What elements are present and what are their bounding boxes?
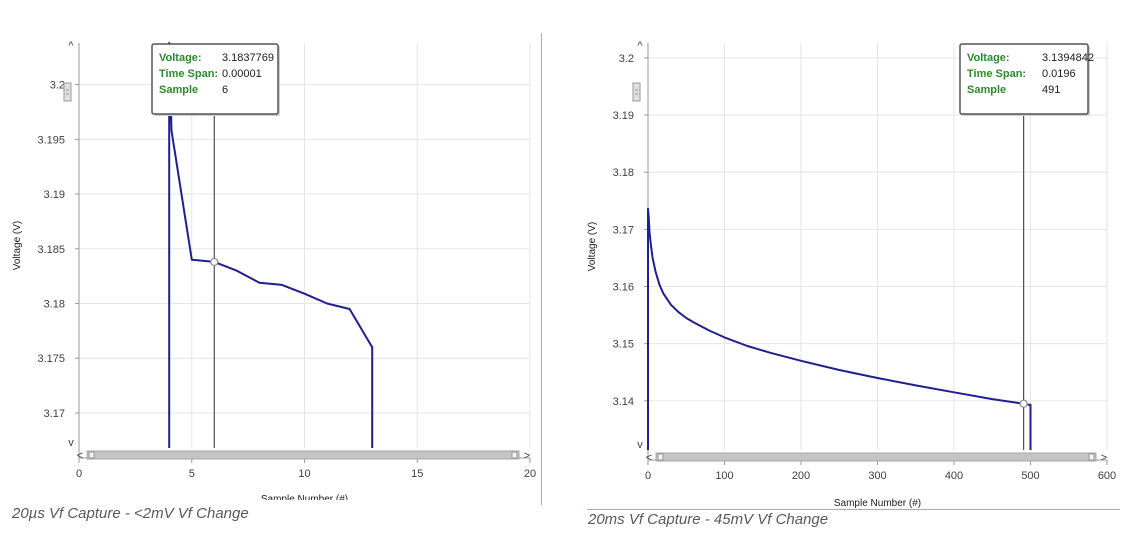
voltage-series-line	[647, 207, 1032, 450]
x-tick-label: 500	[1021, 470, 1039, 482]
caption-rule	[587, 509, 1120, 510]
y-axis-down-arrow: v	[637, 439, 643, 451]
cursor-tooltip	[959, 43, 1089, 115]
scroll-left-arrow: <	[77, 450, 83, 462]
vertical-scrollbar-thumb[interactable]	[63, 82, 72, 102]
cursor-marker[interactable]	[210, 257, 219, 267]
x-axis-title: Sample Number (#)	[261, 494, 348, 500]
voltage-series-line	[168, 42, 374, 448]
y-tick-label: 3.17	[44, 408, 65, 420]
horizontal-scrollbar-track[interactable]	[86, 450, 520, 460]
voltage-chart-20ms[interactable]: 3.14 3.15 3.16 3.17 3.18 3.19 3.2 0 100 200 300 400…	[575, 0, 1134, 510]
x-tick-label: 5	[189, 468, 195, 480]
scroll-right-arrow: >	[1101, 452, 1107, 464]
scroll-right-arrow: >	[524, 450, 530, 462]
x-tick-label: 200	[792, 470, 810, 482]
y-axis-title: Voltage (V)	[587, 222, 598, 271]
y-tick-label: 3.2	[50, 80, 65, 92]
x-tick-label: 0	[76, 468, 82, 480]
y-tick-label: 3.14	[613, 396, 634, 408]
chart-panel-left: 3.17 3.175 3.18 3.185 3.19 3.195 3.2 0 5 10 15 20 ^ v…	[0, 0, 560, 547]
scrollbar-handle-right[interactable]	[1088, 453, 1095, 461]
tooltip-label: Sample	[159, 84, 198, 96]
tooltip-value: 3.1837769	[222, 52, 274, 64]
tooltip-label: Time Span:	[967, 68, 1026, 80]
tooltip-value: 0.00001	[222, 68, 262, 80]
tooltip-value: 6	[222, 84, 228, 96]
tooltip-value: 491	[1042, 84, 1060, 96]
y-tick-label: 3.185	[37, 244, 65, 256]
x-tick-label: 400	[945, 470, 963, 482]
x-tick-label: 600	[1098, 470, 1116, 482]
y-axis-up-arrow: ^	[637, 40, 643, 52]
chart-panel-right: 3.14 3.15 3.16 3.17 3.18 3.19 3.2 0 100 200 300 400…	[575, 0, 1134, 547]
x-tick-label: 0	[645, 470, 651, 482]
vertical-scrollbar-thumb[interactable]	[632, 82, 641, 102]
x-tick-label: 15	[411, 468, 423, 480]
y-tick-label: 3.18	[44, 299, 65, 311]
y-tick-label: 3.16	[613, 282, 634, 294]
y-tick-label: 3.175	[37, 353, 65, 365]
panel-divider	[541, 33, 542, 505]
y-tick-label: 3.19	[613, 110, 634, 122]
x-tick-label: 20	[524, 468, 536, 480]
y-tick-label: 3.195	[37, 134, 65, 146]
x-tick-label: 300	[868, 470, 886, 482]
tooltip-value: 3.1394842	[1042, 52, 1094, 64]
cursor-tooltip	[151, 43, 279, 115]
scrollbar-handle-left[interactable]	[88, 451, 95, 459]
cursor-marker[interactable]	[1019, 399, 1028, 408]
y-tick-label: 3.19	[44, 189, 65, 201]
y-tick-label: 3.18	[613, 167, 634, 179]
y-axis-up-arrow: ^	[68, 40, 74, 52]
tooltip-label: Voltage:	[967, 52, 1010, 64]
chart-caption-20us: 20µs Vf Capture - <2mV Vf Change	[12, 505, 249, 522]
x-axis-title: Sample Number (#)	[834, 498, 921, 509]
chart-caption-20ms: 20ms Vf Capture - 45mV Vf Change	[588, 511, 829, 528]
tooltip-value: 0.0196	[1042, 68, 1076, 80]
x-tick-label: 10	[298, 468, 310, 480]
y-tick-label: 3.15	[613, 339, 634, 351]
scroll-left-arrow: <	[646, 452, 652, 464]
y-axis-down-arrow: v	[68, 437, 74, 449]
horizontal-scrollbar-track[interactable]	[655, 452, 1097, 462]
scrollbar-handle-left[interactable]	[657, 453, 664, 461]
tooltip-label: Voltage:	[159, 52, 202, 64]
voltage-chart-20us[interactable]: 3.17 3.175 3.18 3.185 3.19 3.195 3.2 0 5 10 15 20 ^ v…	[0, 0, 560, 505]
y-axis-title: Voltage (V)	[12, 221, 23, 270]
y-tick-label: 3.17	[613, 224, 634, 236]
scrollbar-handle-right[interactable]	[511, 451, 518, 459]
y-tick-label: 3.2	[619, 53, 634, 65]
x-tick-label: 100	[715, 470, 733, 482]
tooltip-label: Time Span:	[159, 68, 218, 80]
tooltip-label: Sample	[967, 84, 1006, 96]
